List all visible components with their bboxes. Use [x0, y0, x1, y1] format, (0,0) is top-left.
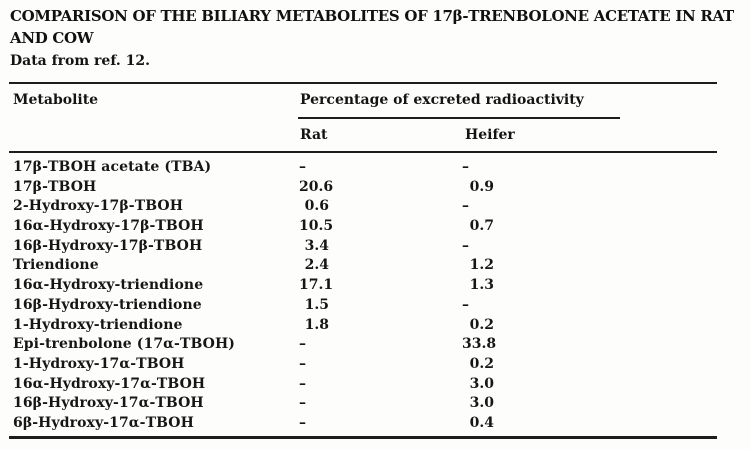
- table-row: 17β-TBOH acetate (TBA) – –: [0, 158, 750, 178]
- rat-value-cell: –: [299, 159, 306, 175]
- rat-value-cell: –: [299, 414, 306, 431]
- rat-value-cell: 2.4: [304, 257, 329, 274]
- column-header-metabolite: Metabolite: [13, 92, 99, 108]
- rat-value-cell: 10.5: [299, 218, 334, 235]
- header-bottom-rule: [9, 151, 717, 153]
- heifer-value-cell: –: [462, 296, 469, 313]
- column-header-heifer: Heifer: [465, 127, 515, 143]
- table-row: 2-Hydroxy-17β-TBOH 0.6 –: [0, 197, 750, 217]
- rat-value-cell: 1.5: [304, 296, 329, 313]
- heifer-value-cell: 3.0: [469, 395, 494, 412]
- metabolite-cell: 16α-Hydroxy-17β-TBOH: [13, 218, 204, 235]
- metabolite-cell: 1-Hydroxy-17α-TBOH: [13, 355, 185, 372]
- rat-value-cell: 0.6: [304, 198, 329, 215]
- metabolite-cell: 17β-TBOH: [13, 178, 97, 195]
- metabolite-cell: 16β-Hydroxy-17α-TBOH: [13, 395, 204, 412]
- metabolite-cell: 1-Hydroxy-triendione: [13, 316, 183, 333]
- heifer-value-cell: 0.2: [469, 316, 494, 333]
- source-note: Data from ref. 12.: [10, 53, 150, 69]
- rat-value-cell: –: [299, 355, 306, 372]
- table-title-line-2: AND COW: [10, 29, 94, 47]
- table-row: 17β-TBOH 20.6 0.9: [0, 178, 750, 198]
- table-row: 16α-Hydroxy-triendione 17.1 1.3: [0, 276, 750, 296]
- table-row: Epi-trenbolone (17α-TBOH) – 33.8: [0, 335, 750, 355]
- heifer-value-cell: 0.2: [469, 355, 494, 372]
- metabolite-cell: Triendione: [13, 257, 99, 274]
- metabolite-cell: Epi-trenbolone (17α-TBOH): [13, 336, 236, 353]
- metabolite-cell: 16β-Hydroxy-triendione: [13, 296, 202, 313]
- rat-value-cell: 1.8: [304, 316, 329, 333]
- metabolite-cell: 16α-Hydroxy-17α-TBOH: [13, 375, 206, 392]
- heifer-value-cell: 0.7: [469, 218, 494, 235]
- metabolite-cell: 16α-Hydroxy-triendione: [13, 277, 204, 294]
- table-row: 16β-Hydroxy-17α-TBOH – 3.0: [0, 394, 750, 414]
- table-row: 6β-Hydroxy-17α-TBOH – 0.4: [0, 414, 750, 434]
- table-row: 16β-Hydroxy-17β-TBOH 3.4 –: [0, 237, 750, 257]
- table-row: Triendione 2.4 1.2: [0, 256, 750, 276]
- heifer-value-cell: 0.9: [469, 178, 494, 195]
- spanner-underline-rule: [298, 117, 620, 119]
- table-row: 16α-Hydroxy-17β-TBOH 10.5 0.7: [0, 217, 750, 237]
- rat-value-cell: –: [299, 395, 306, 412]
- table-row: 16β-Hydroxy-triendione 1.5 –: [0, 296, 750, 316]
- heifer-value-cell: 0.4: [469, 414, 494, 431]
- rat-value-cell: –: [299, 336, 306, 353]
- metabolite-cell: 6β-Hydroxy-17α-TBOH: [13, 414, 194, 431]
- table-row: 1-Hydroxy-triendione 1.8 0.2: [0, 316, 750, 336]
- rat-value-cell: 20.6: [299, 178, 334, 195]
- heifer-value-cell: 3.0: [469, 375, 494, 392]
- rat-value-cell: 3.4: [304, 237, 329, 254]
- metabolite-cell: 16β-Hydroxy-17β-TBOH: [13, 237, 203, 254]
- heifer-value-cell: –: [462, 159, 469, 175]
- rat-value-cell: –: [299, 375, 306, 392]
- metabolite-cell: 17β-TBOH acetate (TBA): [13, 159, 212, 175]
- heifer-value-cell: 33.8: [462, 336, 497, 353]
- table-title: COMPARISON OF THE BILIARY METABOLITES OF…: [10, 5, 734, 49]
- heifer-value-cell: –: [462, 198, 469, 215]
- column-header-rat: Rat: [300, 127, 328, 143]
- table-bottom-rule: [9, 436, 717, 439]
- table-top-rule: [9, 82, 717, 84]
- metabolite-cell: 2-Hydroxy-17β-TBOH: [13, 198, 184, 215]
- table-row: 1-Hydroxy-17α-TBOH – 0.2: [0, 355, 750, 375]
- table-row: 16α-Hydroxy-17α-TBOH – 3.0: [0, 375, 750, 395]
- heifer-value-cell: 1.2: [469, 257, 494, 274]
- rat-value-cell: 17.1: [299, 277, 334, 294]
- column-spanner-percentage: Percentage of excreted radioactivity: [300, 92, 584, 108]
- table-title-line-1: COMPARISON OF THE BILIARY METABOLITES OF…: [10, 7, 734, 25]
- heifer-value-cell: –: [462, 237, 469, 254]
- table-body: 17β-TBOH acetate (TBA) – – 17β-TBOH 20.6…: [0, 158, 750, 434]
- heifer-value-cell: 1.3: [469, 277, 494, 294]
